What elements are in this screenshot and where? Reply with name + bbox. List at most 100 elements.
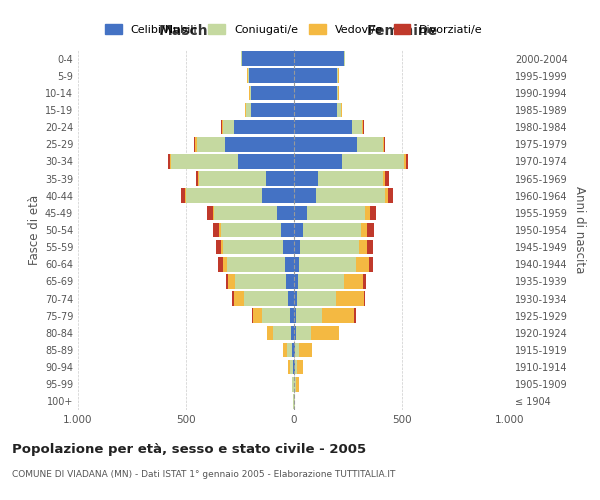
Bar bbox=[287, 342, 294, 357]
Bar bbox=[294, 326, 296, 340]
Bar bbox=[277, 206, 294, 220]
Bar bbox=[294, 240, 367, 254]
Bar bbox=[228, 274, 294, 288]
Bar bbox=[294, 342, 299, 357]
Bar bbox=[294, 188, 316, 203]
Bar bbox=[221, 222, 294, 238]
Bar bbox=[294, 188, 385, 203]
Bar bbox=[294, 274, 344, 288]
Bar bbox=[294, 68, 339, 83]
Bar bbox=[235, 274, 294, 288]
Bar bbox=[286, 274, 294, 288]
Bar bbox=[196, 172, 294, 186]
Bar bbox=[294, 120, 364, 134]
Bar bbox=[290, 360, 294, 374]
Bar bbox=[221, 240, 294, 254]
Bar bbox=[294, 222, 302, 238]
Bar bbox=[267, 326, 294, 340]
Bar bbox=[171, 154, 294, 168]
Bar bbox=[294, 394, 295, 408]
Bar bbox=[294, 292, 364, 306]
Bar bbox=[294, 154, 406, 168]
Bar bbox=[294, 154, 408, 168]
Bar bbox=[233, 120, 294, 134]
Bar bbox=[250, 86, 294, 100]
Text: Maschi: Maschi bbox=[159, 24, 213, 38]
Bar bbox=[223, 240, 294, 254]
Bar bbox=[294, 377, 296, 392]
Bar bbox=[214, 206, 294, 220]
Bar bbox=[167, 154, 294, 168]
Bar bbox=[206, 206, 294, 220]
Bar bbox=[294, 222, 367, 238]
Bar bbox=[294, 172, 318, 186]
Bar bbox=[294, 86, 337, 100]
Bar bbox=[281, 222, 294, 238]
Bar bbox=[294, 292, 297, 306]
Bar bbox=[251, 86, 294, 100]
Bar bbox=[294, 137, 385, 152]
Bar bbox=[288, 360, 294, 374]
Bar bbox=[249, 86, 294, 100]
Bar bbox=[241, 52, 294, 66]
Bar bbox=[294, 394, 295, 408]
Bar bbox=[294, 86, 338, 100]
Bar bbox=[294, 102, 342, 118]
Bar bbox=[199, 172, 294, 186]
Bar bbox=[294, 52, 345, 66]
Bar bbox=[294, 172, 389, 186]
Y-axis label: Fasce di età: Fasce di età bbox=[28, 195, 41, 265]
Bar bbox=[241, 52, 294, 66]
Bar bbox=[221, 120, 294, 134]
Bar bbox=[294, 137, 384, 152]
Bar bbox=[294, 206, 307, 220]
Bar bbox=[262, 308, 294, 323]
Bar bbox=[290, 308, 294, 323]
Bar bbox=[247, 68, 294, 83]
Bar bbox=[292, 377, 294, 392]
Bar bbox=[283, 342, 294, 357]
Bar bbox=[293, 394, 294, 408]
Bar bbox=[294, 222, 361, 238]
Bar bbox=[294, 342, 313, 357]
Bar bbox=[294, 240, 301, 254]
Bar bbox=[218, 257, 294, 272]
Bar bbox=[294, 257, 356, 272]
Bar bbox=[213, 206, 294, 220]
Bar bbox=[266, 172, 294, 186]
Bar bbox=[294, 308, 355, 323]
Bar bbox=[294, 188, 394, 203]
Text: Femmine: Femmine bbox=[367, 24, 437, 38]
Bar bbox=[170, 154, 294, 168]
Bar bbox=[294, 240, 373, 254]
Bar bbox=[294, 172, 385, 186]
Bar bbox=[294, 292, 365, 306]
Bar bbox=[294, 154, 404, 168]
Bar bbox=[288, 360, 294, 374]
Bar bbox=[233, 292, 294, 306]
Bar bbox=[294, 274, 367, 288]
Bar bbox=[274, 326, 294, 340]
Bar bbox=[294, 257, 373, 272]
Bar bbox=[294, 120, 352, 134]
Bar bbox=[294, 274, 298, 288]
Bar bbox=[293, 394, 294, 408]
Bar bbox=[294, 206, 365, 220]
Bar bbox=[245, 102, 294, 118]
Bar bbox=[294, 257, 368, 272]
Bar bbox=[185, 188, 294, 203]
Bar bbox=[283, 240, 294, 254]
Bar bbox=[292, 377, 294, 392]
Bar bbox=[294, 326, 339, 340]
Bar bbox=[221, 120, 294, 134]
Bar bbox=[226, 274, 294, 288]
Bar bbox=[294, 68, 337, 83]
Bar bbox=[294, 68, 339, 83]
Bar bbox=[194, 137, 294, 152]
Bar bbox=[181, 188, 294, 203]
Bar bbox=[251, 102, 294, 118]
Bar bbox=[294, 342, 313, 357]
Bar bbox=[294, 68, 338, 83]
Bar bbox=[294, 326, 311, 340]
Bar bbox=[294, 206, 376, 220]
